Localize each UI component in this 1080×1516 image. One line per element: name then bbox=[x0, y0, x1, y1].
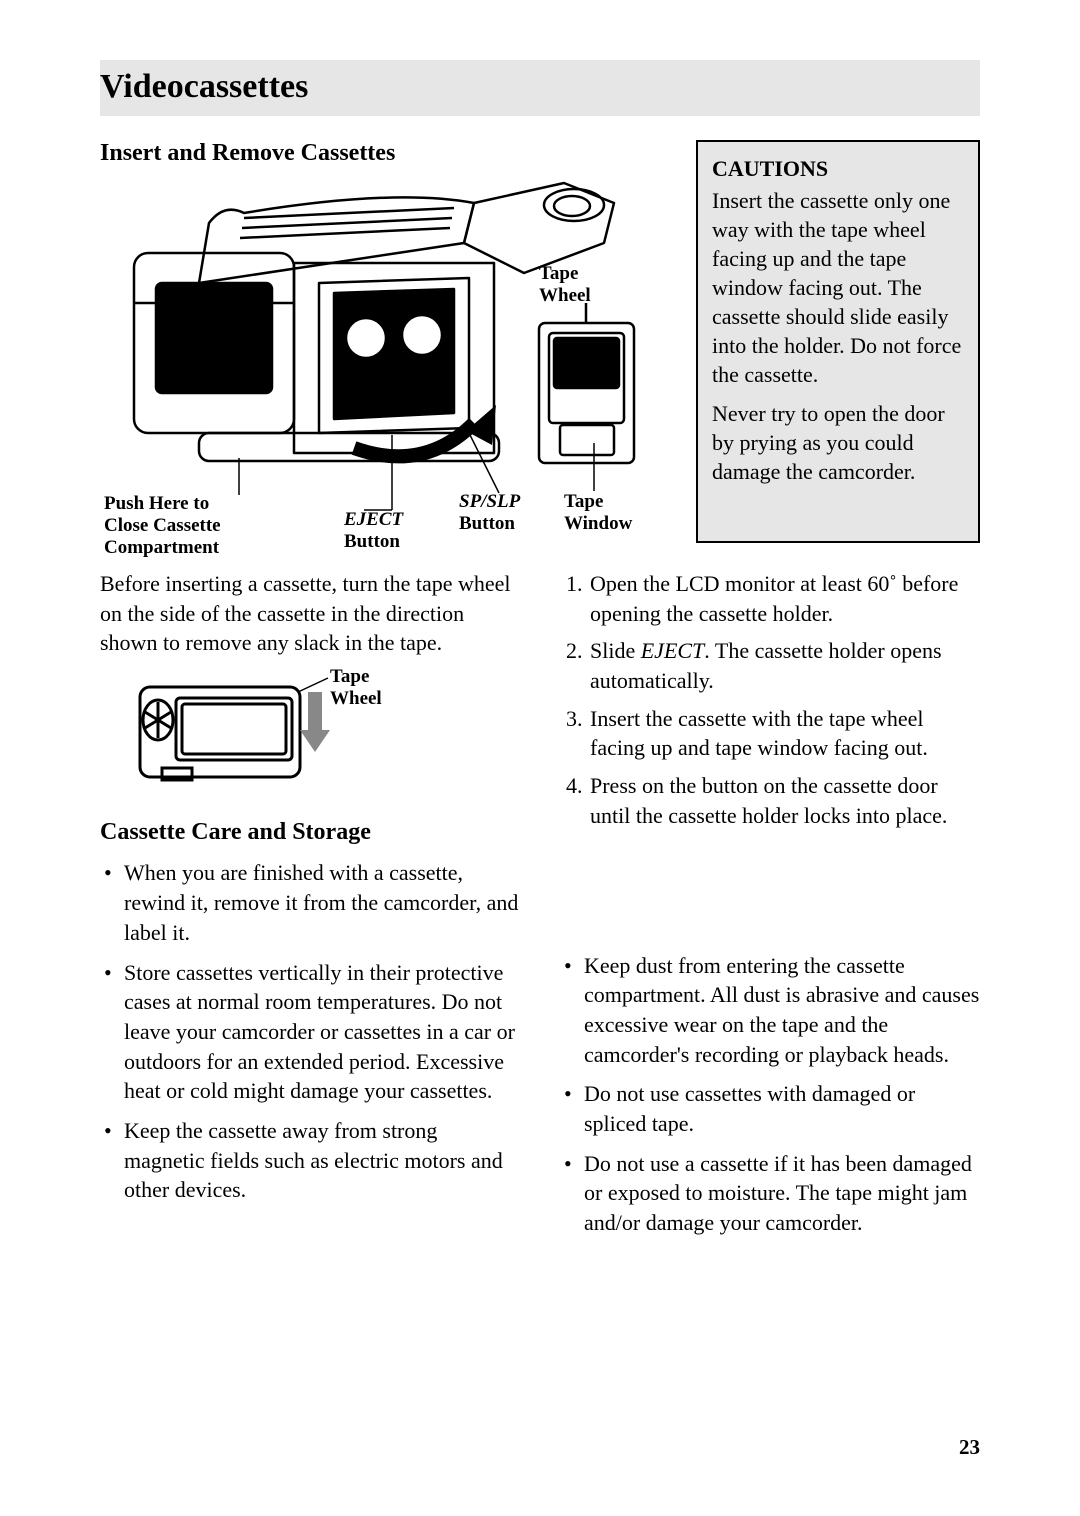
label-tape-window: Tape Window bbox=[564, 491, 632, 535]
label-eject: EJECTButton bbox=[344, 509, 403, 553]
care-list-right: Keep dust from entering the cassette com… bbox=[560, 951, 980, 1238]
right-column: Open the LCD monitor at least 60˚ before… bbox=[560, 569, 980, 1248]
camcorder-diagram: Tape Wheel Push Here to Close Cassette C… bbox=[94, 173, 654, 543]
list-item: When you are finished with a cassette, r… bbox=[100, 858, 520, 947]
intro-paragraph: Before inserting a cassette, turn the ta… bbox=[100, 569, 520, 658]
list-item: Press on the button on the cassette door… bbox=[588, 771, 980, 830]
middle-columns: Before inserting a cassette, turn the ta… bbox=[100, 569, 980, 1248]
label-spslp: SP/SLPButton bbox=[459, 491, 520, 535]
steps-list: Open the LCD monitor at least 60˚ before… bbox=[560, 569, 980, 831]
list-item: Keep dust from entering the cassette com… bbox=[560, 951, 980, 1070]
cautions-box: CAUTIONS Insert the cassette only one wa… bbox=[696, 140, 980, 543]
list-item: Do not use cassettes with damaged or spl… bbox=[560, 1079, 980, 1138]
cautions-p1: Insert the cassette only one way with th… bbox=[712, 186, 964, 389]
care-list-left: When you are finished with a cassette, r… bbox=[100, 858, 520, 1205]
top-section: Insert and Remove Cassettes bbox=[100, 140, 980, 543]
label-mini-tape-wheel: Tape Wheel bbox=[330, 666, 390, 710]
section2-heading: Cassette Care and Storage bbox=[100, 816, 520, 848]
camcorder-svg bbox=[94, 173, 654, 543]
left-column: Before inserting a cassette, turn the ta… bbox=[100, 569, 520, 1248]
list-item: Store cassettes vertically in their prot… bbox=[100, 958, 520, 1106]
label-push-here: Push Here to Close Cassette Compartment bbox=[104, 493, 221, 559]
page-title: Videocassettes bbox=[100, 68, 980, 106]
list-item: Open the LCD monitor at least 60˚ before… bbox=[588, 569, 980, 628]
label-tape-wheel-top: Tape Wheel bbox=[539, 263, 591, 307]
cassette-mini-diagram: Tape Wheel bbox=[130, 672, 390, 792]
list-item: Slide EJECT. The cassette holder opens a… bbox=[588, 636, 980, 695]
cautions-heading: CAUTIONS bbox=[712, 156, 964, 182]
list-item: Keep the cassette away from strong magne… bbox=[100, 1116, 520, 1205]
page-number: 23 bbox=[959, 1435, 980, 1460]
list-item: Do not use a cassette if it has been dam… bbox=[560, 1149, 980, 1238]
list-item: Insert the cassette with the tape wheel … bbox=[588, 704, 980, 763]
diagram-column: Insert and Remove Cassettes bbox=[100, 140, 678, 543]
title-bar: Videocassettes bbox=[100, 60, 980, 116]
section1-heading: Insert and Remove Cassettes bbox=[100, 140, 678, 167]
cautions-p2: Never try to open the door by prying as … bbox=[712, 399, 964, 486]
